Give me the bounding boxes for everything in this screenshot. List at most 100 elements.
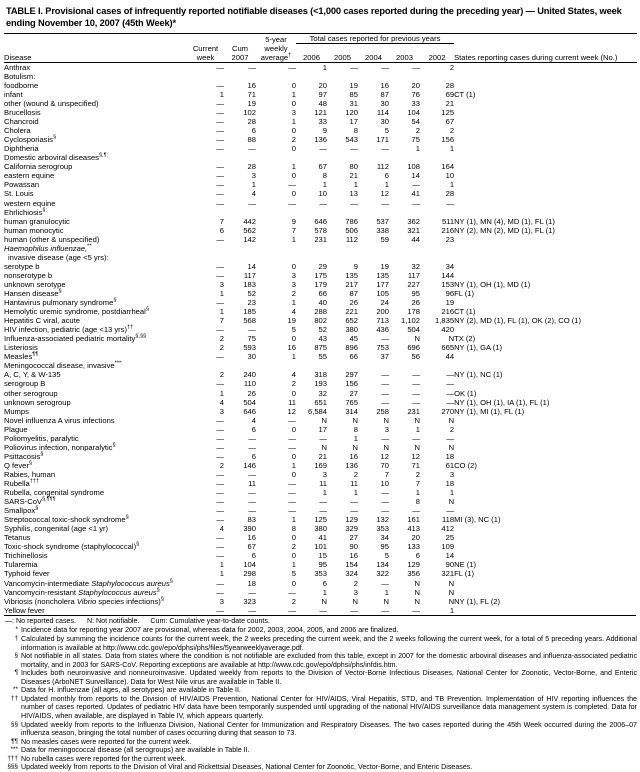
cell-5yr-average: [256, 153, 296, 162]
cell-2005: 13: [349, 189, 358, 199]
cell-2005: 324: [345, 569, 358, 579]
cell-current-week: [187, 208, 224, 217]
cell-2004: 95: [380, 542, 389, 552]
cell-2005: 11: [350, 478, 358, 488]
table-row: Smallpox§ — — — — — — — —: [4, 506, 637, 515]
cell-5yr-average: 0: [291, 451, 296, 461]
cell-cum-2007: 146: [243, 460, 256, 470]
header-cum-line1: Cum: [231, 43, 249, 53]
footnote-mark: §: [35, 505, 39, 512]
cell-2003: [389, 153, 420, 162]
cell-cum-2007: [224, 361, 256, 370]
table-row: Tetanus — 16 0 41 27 34 20 25: [4, 533, 637, 542]
table-row: Vancomycin-intermediate Staphylococcus a…: [4, 578, 637, 588]
disease-name: Hepatitis C viral, acute: [4, 316, 80, 326]
disease-name: Plague: [4, 424, 28, 434]
cell-2005: 17: [349, 117, 358, 127]
cell-current-week: —: [216, 605, 224, 615]
cell-2006: [296, 153, 327, 162]
table-row: St. Louis — 4 0 10 13 12 41 28: [4, 189, 637, 198]
cell-current-week: 1: [219, 307, 224, 317]
cell-2004: 135: [376, 270, 389, 280]
cell-2004: [358, 244, 389, 253]
cell-5yr-average: 8: [291, 524, 296, 534]
cell-current-week: 1: [219, 560, 224, 570]
cell-states-reporting: [454, 108, 637, 117]
cell-5yr-average: 12: [287, 406, 296, 416]
cell-5yr-average: 0: [291, 80, 296, 90]
disease-name: other serogroup: [4, 388, 58, 398]
cell-2002: —: [446, 397, 455, 407]
footnote-mark: §: [28, 460, 33, 467]
cell-current-week: —: [216, 270, 224, 280]
cell-2006: 15: [318, 551, 327, 561]
cell-2004: 19: [380, 261, 389, 271]
cell-2006: 20: [318, 80, 327, 90]
cell-states-reporting: OK (1): [454, 388, 477, 398]
cell-2003: 178: [407, 307, 420, 317]
cell-2002: 216: [441, 307, 455, 317]
disease-name: Vibriosis (noncholera Vibrio species inf…: [4, 596, 164, 606]
cell-2006: 125: [314, 515, 327, 525]
cell-2002: 156: [441, 135, 455, 145]
cell-states-reporting: [454, 72, 637, 81]
cell-states-reporting: [454, 135, 637, 144]
cell-2005: 221: [345, 307, 358, 317]
cell-cum-2007: 16: [247, 80, 256, 90]
cell-2005: 120: [345, 108, 358, 118]
table-row: Mumps 3 646 12 6,584 314 258 231 270 NY (1), MI (…: [4, 407, 637, 416]
cell-2002: [420, 244, 454, 253]
cell-5yr-average: 16: [287, 343, 296, 353]
footnote-mark: §:: [42, 207, 48, 214]
table-row: Plague — 6 0 17 8 3 1 2: [4, 425, 637, 434]
disease-name: St. Louis: [4, 189, 34, 199]
cell-2005: 506: [345, 225, 358, 235]
cell-2003: 133: [407, 542, 420, 552]
cell-2004: [358, 153, 389, 162]
cell-cum-2007: 18: [247, 578, 256, 588]
cell-current-week: —: [216, 442, 224, 452]
cell-2004: 16: [380, 80, 389, 90]
cell-states-reporting: [454, 62, 637, 72]
cell-2003: —: [412, 605, 420, 615]
cell-2004: N: [383, 596, 389, 606]
table-row: Poliomyelitis, paralytic — — — — 1 — — —: [4, 434, 637, 443]
cell-2005: 8: [353, 424, 358, 434]
cell-cum-2007: [224, 253, 256, 262]
cell-current-week: —: [216, 542, 224, 552]
cell-states-reporting: NY (1), GA (1): [454, 343, 503, 353]
cell-2006: 48: [318, 99, 327, 109]
cell-2004: —: [381, 379, 389, 389]
table-row: Botulism:: [4, 72, 637, 81]
footnote-marker: ¶: [14, 669, 18, 677]
cell-2004: 7: [384, 469, 389, 479]
cell-states-reporting: NY (1), NC (1): [454, 370, 503, 380]
cell-2003: 95: [411, 289, 420, 298]
cell-2006: 646: [314, 216, 327, 226]
cell-current-week: —: [216, 99, 224, 109]
cell-states-reporting: [454, 470, 637, 479]
disease-name: Poliomyelitis, paralytic: [4, 433, 79, 443]
notifiable-diseases-table: 5-year Total cases reported for previous…: [4, 33, 638, 615]
cell-2004: 537: [376, 216, 389, 226]
disease-name: unknown serotype: [4, 279, 66, 289]
cell-current-week: —: [216, 469, 224, 479]
cell-2006: 11: [319, 478, 327, 488]
cell-2003: [389, 361, 420, 370]
cell-2002: [420, 253, 454, 262]
cell-cum-2007: 117: [243, 270, 256, 280]
table-row: Listeriosis 2 593 16 875 896 753 696 665 NY (1), …: [4, 343, 637, 352]
cell-2006: N: [321, 442, 327, 452]
disease-name: Tetanus: [4, 533, 31, 543]
cell-2003: N: [414, 334, 420, 344]
cell-states-reporting: [454, 144, 637, 153]
cell-2006: 41: [318, 533, 327, 543]
cell-cum-2007: 183: [243, 279, 256, 289]
footnote-mark: §: [40, 451, 44, 458]
cell-states-reporting: [454, 443, 637, 452]
cell-5yr-average: 0: [291, 171, 296, 181]
table-row: invasive disease (age <5 yrs):: [4, 253, 637, 262]
header-row-line3: Disease week 2007 average† 2006 2005 200…: [4, 52, 638, 63]
cell-cum-2007: 185: [243, 307, 256, 317]
